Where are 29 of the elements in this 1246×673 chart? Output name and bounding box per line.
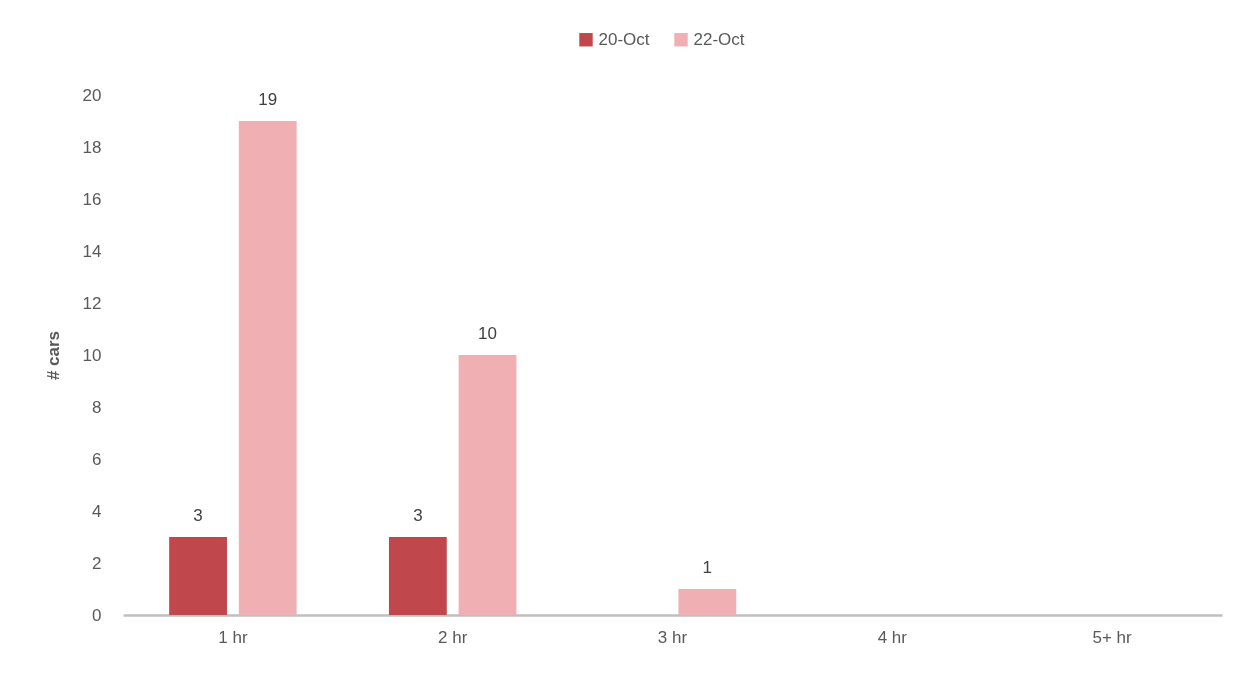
- y-tick-label: 16: [82, 189, 102, 209]
- y-tick-label: 0: [92, 605, 102, 625]
- data-label: 10: [478, 324, 497, 343]
- bar: [458, 355, 517, 615]
- bar: [678, 589, 737, 615]
- y-tick-label: 18: [82, 137, 102, 157]
- data-label: 3: [193, 506, 203, 525]
- data-label: 1: [702, 558, 713, 577]
- y-axis-title: # cars: [43, 330, 63, 381]
- y-tick-label: 20: [82, 85, 102, 105]
- y-tick-label: 2: [92, 553, 102, 573]
- x-tick-label: 2 hr: [438, 627, 468, 647]
- y-tick-label: 10: [82, 345, 102, 365]
- y-tick-label: 12: [82, 293, 102, 313]
- x-tick-label: 4 hr: [877, 627, 908, 647]
- x-tick-label: 1 hr: [218, 627, 248, 647]
- y-tick-label: 4: [92, 501, 102, 521]
- y-tick-label: 8: [92, 397, 102, 417]
- data-label: 19: [258, 90, 278, 109]
- bar: [169, 537, 227, 615]
- y-tick-label: 14: [82, 241, 102, 261]
- bar: [238, 121, 297, 615]
- x-tick-label: 3 hr: [657, 627, 688, 647]
- legend-label: 22-Oct: [693, 29, 745, 49]
- x-tick-label: 5+ hr: [1092, 627, 1133, 647]
- legend-label: 20-Oct: [598, 29, 650, 49]
- data-label: 3: [413, 506, 423, 525]
- bar: [388, 537, 447, 615]
- y-tick-label: 6: [92, 449, 102, 469]
